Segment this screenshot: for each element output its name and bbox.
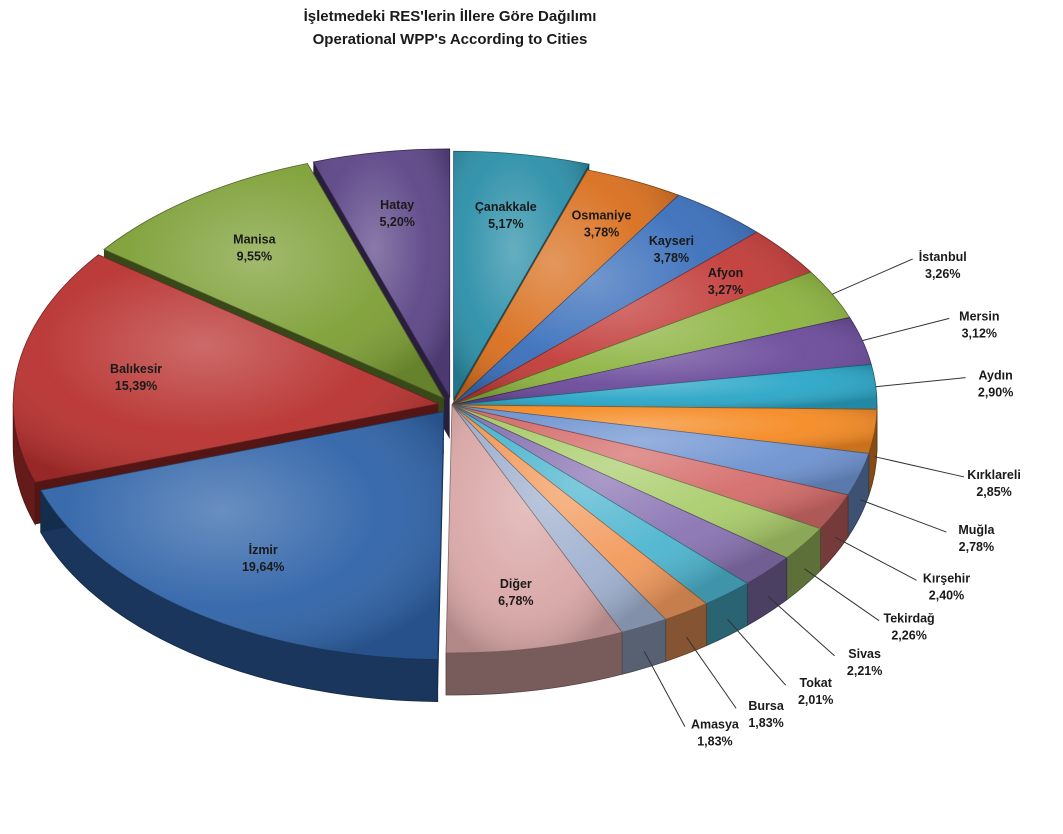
slice-label-value: 3,78%: [654, 251, 689, 265]
slice-label-name: Tokat: [799, 676, 832, 690]
pie-slice-shine: [452, 364, 877, 410]
leader-line: [804, 568, 880, 622]
slice-label-name: İzmir: [249, 542, 278, 557]
leader-line: [643, 651, 686, 727]
slice-label-name: Balıkesir: [110, 362, 162, 376]
slice-label-value: 2,90%: [978, 386, 1013, 400]
slice-label-value: 6,78%: [498, 594, 533, 608]
slice-label-value: 1,83%: [697, 735, 732, 749]
slice-label-value: 2,40%: [929, 588, 964, 602]
pie-slice-shine: [13, 254, 439, 483]
leader-line: [686, 636, 737, 709]
pie-slice-shine: [452, 405, 821, 558]
slice-label-name: Sivas: [848, 647, 881, 661]
slice-label-value: 2,78%: [959, 540, 994, 554]
pie-slice-shine: [103, 163, 444, 399]
slice-label-value: 3,12%: [962, 326, 997, 340]
leader-line: [875, 377, 966, 388]
leader-line: [874, 456, 965, 478]
pie-slice-shine: [452, 232, 811, 405]
leader-line: [835, 536, 917, 581]
slice-label-name: Çanakkale: [475, 200, 537, 214]
leader-line: [859, 499, 947, 533]
chart-title: İşletmedeki RES'lerin İllere Göre Dağılı…: [303, 8, 597, 25]
slice-label-name: Muğla: [958, 523, 995, 537]
leader-line: [862, 317, 950, 342]
pie-slice-shine: [452, 272, 850, 405]
pie-slice-shine: [452, 317, 872, 405]
slice-label-name: Hatay: [380, 198, 414, 212]
slice-label-value: 3,27%: [708, 283, 743, 297]
slice-label-value: 5,17%: [488, 217, 523, 231]
pie-slice-shine: [452, 195, 757, 405]
leader-line: [727, 618, 787, 686]
slice-label-name: Mersin: [959, 309, 999, 323]
pie-slice-shine: [452, 405, 849, 529]
slice-label-value: 3,26%: [925, 267, 960, 281]
pie-slice-shine: [452, 405, 707, 620]
leader-line: [832, 258, 913, 295]
slice-label-name: Aydın: [978, 369, 1012, 383]
slice-label-name: Bursa: [748, 699, 784, 713]
slice-label-name: Diğer: [500, 577, 532, 591]
slice-label-name: Kayseri: [649, 234, 694, 248]
pie-slice-shine: [452, 405, 666, 633]
slice-label-name: Amasya: [691, 718, 740, 732]
slice-label-value: 5,20%: [379, 215, 414, 229]
slice-label-name: Afyon: [708, 266, 743, 280]
slice-label-name: Kırşehir: [923, 571, 970, 585]
chart-subtitle: Operational WPP's According to Cities: [312, 31, 588, 48]
slice-label-value: 2,85%: [976, 485, 1011, 499]
pie-slice-shine: [452, 405, 787, 584]
slice-label-value: 19,64%: [242, 560, 284, 574]
slice-label-value: 15,39%: [115, 379, 157, 393]
slice-label-value: 1,83%: [748, 716, 783, 730]
pie-slice-shine: [40, 411, 444, 660]
pie-slice-shine: [452, 405, 748, 604]
slice-label-value: 2,01%: [798, 693, 833, 707]
slice-label-value: 2,21%: [847, 664, 882, 678]
slice-label-name: Tekirdağ: [884, 612, 935, 626]
leader-line: [767, 595, 835, 657]
slice-label-value: 9,55%: [237, 250, 272, 264]
slice-label-value: 3,78%: [584, 225, 619, 239]
slice-label-name: Osmaniye: [572, 208, 632, 222]
pie-slice-shine: [452, 169, 679, 405]
slice-label-value: 2,26%: [891, 629, 926, 643]
pie-slice-shine: [313, 148, 450, 397]
pie-slice-shine: [452, 405, 869, 495]
slice-label-name: Manisa: [233, 233, 276, 247]
pie-slice-shine: [453, 151, 590, 400]
pie-slice-shine: [445, 405, 623, 653]
slice-label-name: İstanbul: [919, 249, 967, 264]
slice-label-name: Kırklareli: [967, 468, 1021, 482]
